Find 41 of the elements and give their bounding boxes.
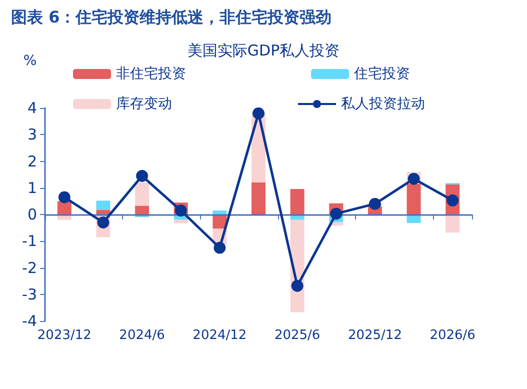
chart-title: 图表 6：住宅投资维持低迷，非住宅投资强劲 bbox=[11, 8, 332, 26]
legend-label: 私人投资拉动 bbox=[341, 96, 425, 112]
legend-label: 库存变动 bbox=[116, 96, 172, 112]
point bbox=[58, 191, 70, 204]
bar bbox=[290, 188, 304, 214]
y-tick-label: 3 bbox=[27, 126, 37, 144]
legend-label: 非住宅投资 bbox=[116, 66, 186, 82]
chart-subtitle: 美国实际GDP私人投资 bbox=[187, 42, 340, 60]
bar bbox=[406, 184, 421, 214]
bar bbox=[57, 201, 72, 214]
y-tick-label: 2 bbox=[27, 152, 37, 170]
y-tick-label: -1 bbox=[22, 232, 37, 250]
bar bbox=[96, 200, 110, 210]
y-tick-label: -2 bbox=[22, 258, 37, 277]
legend-label: 住宅投资 bbox=[353, 66, 410, 82]
y-tick-label: -3 bbox=[22, 285, 37, 304]
point bbox=[330, 208, 342, 220]
point bbox=[291, 280, 304, 292]
bar bbox=[174, 220, 188, 224]
x-tick-label: 2026/6 bbox=[430, 328, 476, 343]
point bbox=[214, 242, 226, 254]
y-tick-label: 0 bbox=[27, 206, 37, 224]
x-tick-label: 2024/6 bbox=[119, 328, 165, 343]
point bbox=[136, 170, 148, 182]
bar bbox=[252, 182, 266, 214]
bar bbox=[446, 214, 460, 233]
x-tick-label: 2025/6 bbox=[274, 328, 320, 343]
y-tick-label: 4 bbox=[27, 99, 37, 117]
y-axis-title: % bbox=[23, 53, 37, 69]
x-tick-label: 2025/12 bbox=[348, 328, 402, 343]
point bbox=[368, 198, 381, 210]
point bbox=[174, 204, 187, 217]
bar bbox=[135, 182, 150, 206]
y-tick-label: -4 bbox=[22, 312, 37, 330]
bar bbox=[96, 210, 110, 214]
bar bbox=[135, 206, 150, 214]
point bbox=[252, 107, 264, 120]
y-tick-label: 1 bbox=[27, 178, 37, 197]
x-tick-label: 2023/12 bbox=[37, 328, 92, 343]
x-tick-label: 2024/12 bbox=[192, 328, 247, 343]
bar bbox=[212, 210, 227, 214]
